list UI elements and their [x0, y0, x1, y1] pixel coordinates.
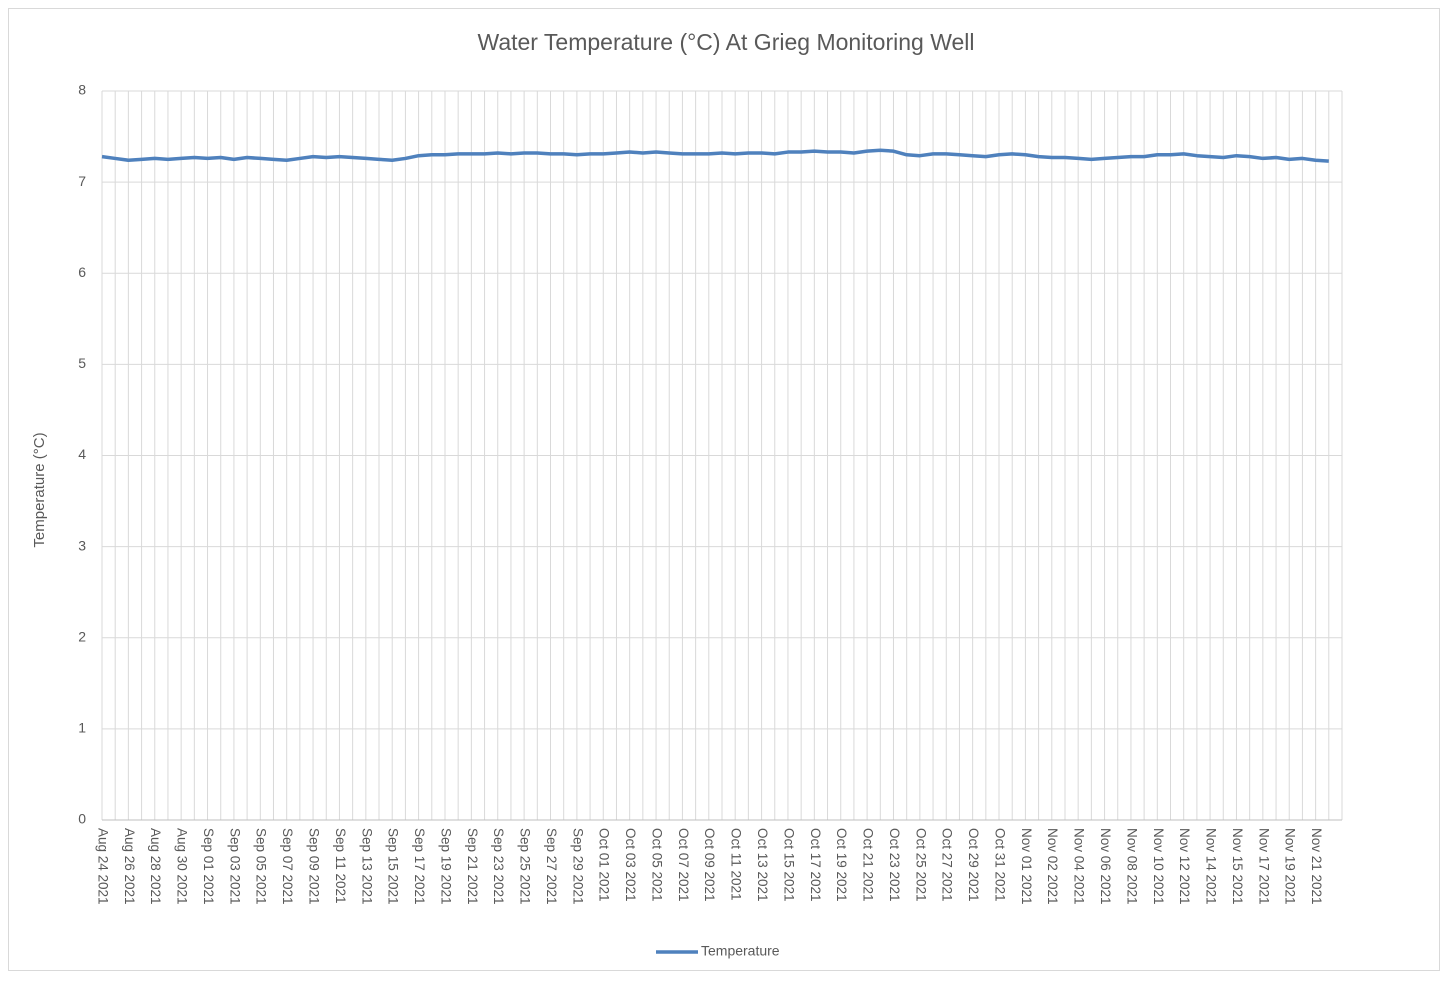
x-tick-label: Sep 11 2021 [333, 828, 348, 904]
x-tick-label: Sep 09 2021 [307, 828, 322, 905]
x-tick-label: Nov 02 2021 [1045, 828, 1060, 905]
x-tick-label: Oct 17 2021 [808, 828, 823, 902]
line-series [101, 148, 1329, 163]
x-tick-label: Sep 23 2021 [491, 828, 506, 905]
legend-label: Temperature [701, 943, 780, 959]
x-tick-label: Nov 12 2021 [1177, 828, 1192, 905]
y-tick-label: 2 [78, 628, 86, 644]
y-tick-label: 1 [78, 720, 86, 736]
x-tick-label: Sep 15 2021 [386, 828, 401, 905]
x-tick-label: Sep 21 2021 [465, 828, 480, 905]
x-tick-label: Oct 27 2021 [940, 828, 955, 902]
x-tick-label: Aug 24 2021 [95, 828, 110, 905]
x-tick-label: Sep 27 2021 [544, 828, 559, 905]
y-tick-label: 8 [78, 82, 86, 98]
x-tick-label: Sep 01 2021 [201, 828, 216, 905]
x-tick-label: Oct 21 2021 [861, 828, 876, 902]
x-tick-label: Nov 01 2021 [1019, 828, 1034, 905]
x-tick-label: Sep 29 2021 [570, 828, 585, 905]
x-tick-label: Sep 07 2021 [280, 828, 295, 905]
x-tick-label: Nov 19 2021 [1283, 828, 1298, 905]
x-tick-label: Oct 15 2021 [781, 828, 796, 902]
x-tick-label: Sep 25 2021 [518, 828, 533, 905]
x-tick-label: Oct 13 2021 [755, 828, 770, 902]
y-tick-label: 6 [78, 264, 86, 280]
y-tick-label: 4 [78, 446, 86, 462]
x-tick-label: Nov 04 2021 [1072, 828, 1087, 905]
x-tick-label: Sep 19 2021 [438, 828, 453, 905]
x-tick-label: Oct 23 2021 [887, 828, 902, 902]
x-tick-label: Oct 05 2021 [649, 828, 664, 902]
x-tick-label: Sep 03 2021 [227, 828, 242, 905]
x-tick-label: Nov 08 2021 [1124, 828, 1139, 905]
x-tick-label: Oct 07 2021 [676, 828, 691, 902]
y-tick-label: 0 [78, 811, 86, 827]
x-tick-label: Nov 06 2021 [1098, 828, 1113, 905]
x-tick-label: Nov 21 2021 [1309, 828, 1324, 905]
x-tick-label: Oct 19 2021 [834, 828, 849, 902]
x-tick-label: Sep 05 2021 [254, 828, 269, 905]
x-tick-label: Nov 10 2021 [1151, 828, 1166, 905]
chart-title: Water Temperature (°C) At Grieg Monitori… [477, 29, 974, 55]
x-tick-label: Sep 17 2021 [412, 828, 427, 905]
y-tick-label: 3 [78, 537, 86, 553]
x-tick-label: Aug 30 2021 [175, 828, 190, 905]
x-tick-label: Aug 28 2021 [148, 828, 163, 905]
y-tick-label: 5 [78, 355, 86, 371]
x-tick-label: Oct 29 2021 [966, 828, 981, 902]
x-tick-label: Nov 15 2021 [1230, 828, 1245, 905]
x-tick-label: Oct 01 2021 [597, 828, 612, 902]
x-tick-label: Nov 14 2021 [1204, 828, 1219, 905]
x-tick-label: Nov 17 2021 [1256, 828, 1271, 905]
y-axis-title: Temperature (°C) [31, 432, 48, 547]
y-tick-label: 7 [78, 173, 86, 189]
x-tick-label: Oct 31 2021 [992, 828, 1007, 902]
x-tick-label: Oct 25 2021 [913, 828, 928, 902]
x-tick-label: Aug 26 2021 [122, 828, 137, 905]
x-tick-label: Oct 11 2021 [729, 828, 744, 901]
x-tick-label: Sep 13 2021 [359, 828, 374, 905]
x-tick-label: Oct 03 2021 [623, 828, 638, 902]
x-tick-label: Oct 09 2021 [702, 828, 717, 902]
